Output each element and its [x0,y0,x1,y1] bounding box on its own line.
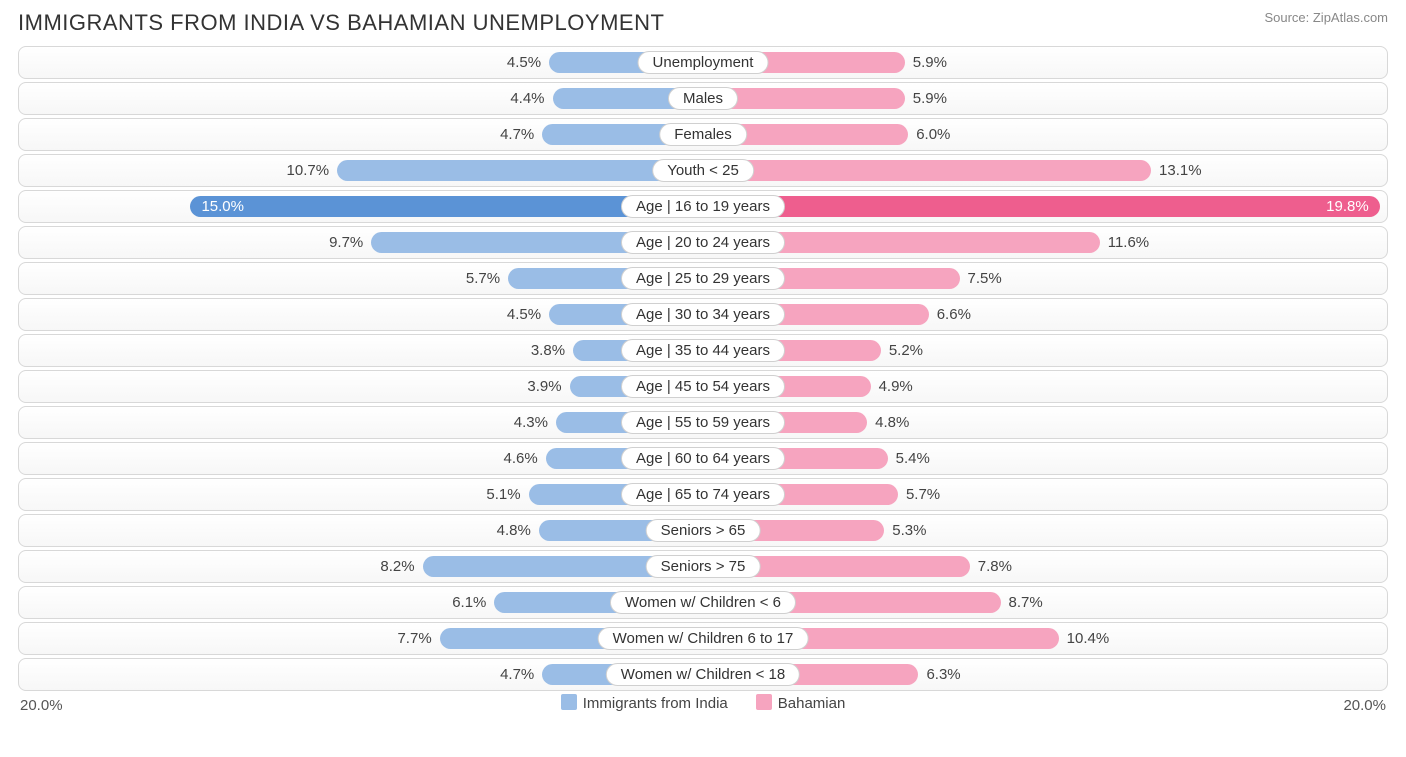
chart-row: 4.6% 5.4% Age | 60 to 64 years [18,442,1388,475]
value-left: 3.8% [531,335,565,366]
value-right: 13.1% [1159,155,1202,186]
chart-container: IMMIGRANTS FROM INDIA VS BAHAMIAN UNEMPL… [0,0,1406,724]
legend-label-left: Immigrants from India [583,695,728,712]
chart-title: IMMIGRANTS FROM INDIA VS BAHAMIAN UNEMPL… [18,10,664,36]
bar-left [337,160,703,181]
value-right: 5.9% [913,83,947,114]
chart-row: 4.3% 4.8% Age | 55 to 59 years [18,406,1388,439]
category-label: Age | 60 to 64 years [621,447,785,470]
header: IMMIGRANTS FROM INDIA VS BAHAMIAN UNEMPL… [18,10,1388,36]
value-left: 4.6% [503,443,537,474]
legend-swatch-left [561,694,577,710]
value-right: 8.7% [1009,587,1043,618]
chart-source: Source: ZipAtlas.com [1264,10,1388,25]
category-label: Females [659,123,747,146]
category-label: Males [668,87,738,110]
chart-row: 4.5% 6.6% Age | 30 to 34 years [18,298,1388,331]
value-right: 11.6% [1108,227,1149,258]
chart-row: 4.5% 5.9% Unemployment [18,46,1388,79]
value-left: 7.7% [397,623,431,654]
axis-left-label: 20.0% [20,697,63,714]
value-right: 19.8% [1326,191,1369,222]
value-left: 8.2% [380,551,414,582]
value-right: 10.4% [1067,623,1110,654]
legend-item-right: Bahamian [756,694,846,712]
value-left: 4.4% [510,83,544,114]
axis-right-label: 20.0% [1343,697,1386,714]
category-label: Youth < 25 [652,159,754,182]
chart-row: 15.0% 19.8% Age | 16 to 19 years [18,190,1388,223]
category-label: Age | 45 to 54 years [621,375,785,398]
chart-row: 3.9% 4.9% Age | 45 to 54 years [18,370,1388,403]
value-left: 4.7% [500,659,534,690]
category-label: Seniors > 65 [646,519,761,542]
category-label: Age | 65 to 74 years [621,483,785,506]
chart-row: 4.7% 6.3% Women w/ Children < 18 [18,658,1388,691]
category-label: Age | 25 to 29 years [621,267,785,290]
value-left: 3.9% [527,371,561,402]
value-left: 4.8% [497,515,531,546]
value-right: 6.0% [916,119,950,150]
legend: Immigrants from India Bahamian [18,694,1388,712]
value-right: 5.9% [913,47,947,78]
chart-rows: 4.5% 5.9% Unemployment 4.4% 5.9% Males 4.7% 6.0… [18,46,1388,691]
legend-swatch-right [756,694,772,710]
chart-row: 4.8% 5.3% Seniors > 65 [18,514,1388,547]
chart-row: 8.2% 7.8% Seniors > 75 [18,550,1388,583]
chart-row: 7.7% 10.4% Women w/ Children 6 to 17 [18,622,1388,655]
value-right: 6.6% [937,299,971,330]
value-left: 4.5% [507,47,541,78]
value-right: 7.5% [968,263,1002,294]
bar-right [703,160,1151,181]
category-label: Age | 16 to 19 years [621,195,785,218]
value-right: 6.3% [926,659,960,690]
category-label: Age | 55 to 59 years [621,411,785,434]
legend-label-right: Bahamian [778,695,846,712]
chart-row: 6.1% 8.7% Women w/ Children < 6 [18,586,1388,619]
chart-row: 10.7% 13.1% Youth < 25 [18,154,1388,187]
category-label: Women w/ Children < 6 [610,591,796,614]
value-left: 4.5% [507,299,541,330]
category-label: Seniors > 75 [646,555,761,578]
value-right: 5.2% [889,335,923,366]
value-left: 4.3% [514,407,548,438]
chart-row: 3.8% 5.2% Age | 35 to 44 years [18,334,1388,367]
category-label: Women w/ Children 6 to 17 [598,627,809,650]
value-right: 4.8% [875,407,909,438]
bar-right [703,196,1380,217]
value-left: 5.7% [466,263,500,294]
legend-item-left: Immigrants from India [561,694,728,712]
category-label: Age | 20 to 24 years [621,231,785,254]
chart-row: 5.1% 5.7% Age | 65 to 74 years [18,478,1388,511]
category-label: Age | 30 to 34 years [621,303,785,326]
value-right: 4.9% [879,371,913,402]
value-left: 5.1% [486,479,520,510]
value-left: 9.7% [329,227,363,258]
value-left: 4.7% [500,119,534,150]
category-label: Age | 35 to 44 years [621,339,785,362]
chart-row: 5.7% 7.5% Age | 25 to 29 years [18,262,1388,295]
chart-row: 9.7% 11.6% Age | 20 to 24 years [18,226,1388,259]
category-label: Women w/ Children < 18 [606,663,800,686]
value-right: 5.7% [906,479,940,510]
chart-row: 4.7% 6.0% Females [18,118,1388,151]
value-left: 15.0% [201,191,244,222]
value-right: 5.3% [892,515,926,546]
category-label: Unemployment [638,51,769,74]
value-left: 10.7% [287,155,330,186]
value-left: 6.1% [452,587,486,618]
chart-row: 4.4% 5.9% Males [18,82,1388,115]
value-right: 7.8% [978,551,1012,582]
value-right: 5.4% [896,443,930,474]
